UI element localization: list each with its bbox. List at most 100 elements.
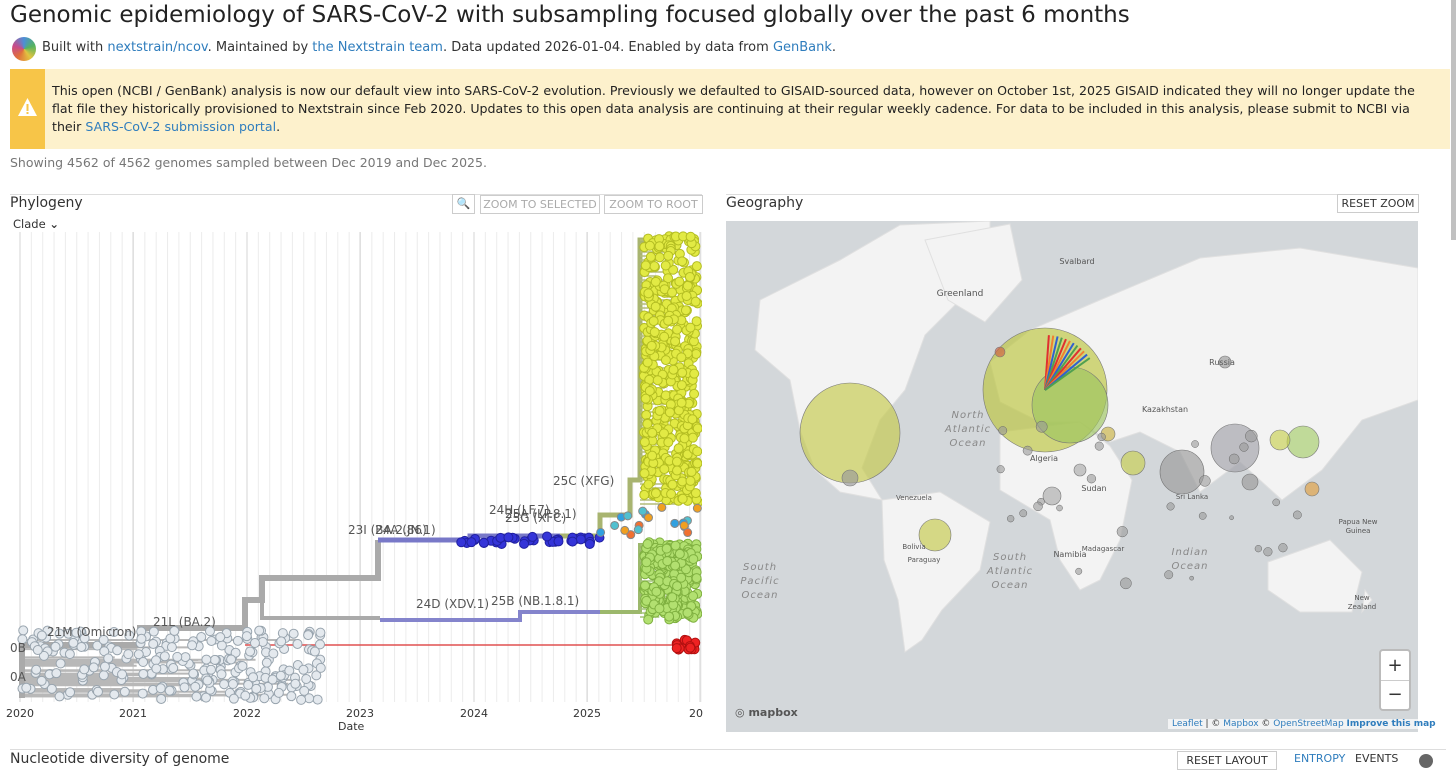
clade-label: 23I (BA.2.86) bbox=[348, 523, 427, 537]
info-icon[interactable] bbox=[1419, 754, 1433, 768]
tip bbox=[567, 536, 578, 547]
pie bbox=[1120, 577, 1132, 590]
tip bbox=[664, 611, 675, 622]
x-tick-label: 2022 bbox=[233, 707, 261, 720]
land bbox=[1361, 588, 1373, 614]
tip bbox=[673, 443, 684, 454]
zoom-icon[interactable]: 🔍 bbox=[452, 194, 475, 214]
tip bbox=[249, 637, 260, 648]
pie bbox=[1292, 510, 1302, 520]
tip bbox=[644, 385, 655, 396]
tip bbox=[682, 280, 693, 291]
tip bbox=[691, 348, 702, 359]
tip bbox=[290, 678, 301, 689]
text: . bbox=[831, 40, 837, 55]
tip bbox=[654, 252, 665, 263]
tip bbox=[645, 251, 656, 262]
map-label: Greenland bbox=[937, 289, 984, 299]
tip bbox=[241, 631, 252, 642]
tip bbox=[685, 231, 696, 242]
map-label: Russia bbox=[1209, 358, 1235, 367]
tab[interactable]: EVENTS bbox=[1355, 752, 1399, 765]
clade-label: 25B (NB.1.8.1) bbox=[491, 594, 579, 608]
link[interactable]: Mapbox bbox=[1223, 719, 1259, 729]
pie bbox=[994, 346, 1006, 358]
tip bbox=[676, 352, 687, 363]
link[interactable]: nextstrain/ncov bbox=[107, 40, 208, 55]
pie bbox=[1007, 515, 1015, 523]
link[interactable]: OpenStreetMap bbox=[1273, 719, 1344, 729]
tab[interactable]: ENTROPY bbox=[1294, 752, 1346, 765]
pie bbox=[1094, 441, 1104, 451]
tip bbox=[180, 652, 191, 663]
map-label: Ocean bbox=[992, 580, 1029, 591]
tip bbox=[688, 554, 699, 565]
pie bbox=[1191, 440, 1199, 448]
tip bbox=[672, 465, 683, 476]
link[interactable]: GenBank bbox=[772, 40, 832, 55]
map-label: Bolivia bbox=[902, 543, 925, 551]
tip bbox=[301, 673, 312, 684]
x-tick-label: 2023 bbox=[346, 707, 374, 720]
tip bbox=[692, 458, 702, 469]
link[interactable]: the Nextstrain team bbox=[312, 40, 443, 55]
axis-label: Date bbox=[338, 720, 365, 733]
tip bbox=[676, 380, 687, 391]
tip bbox=[685, 322, 696, 333]
button[interactable]: RESET LAYOUT bbox=[1177, 751, 1277, 770]
pie bbox=[996, 465, 1005, 474]
tip bbox=[216, 669, 227, 680]
tip bbox=[649, 261, 660, 272]
tip bbox=[254, 625, 265, 636]
pie bbox=[1304, 481, 1320, 497]
tip bbox=[620, 525, 630, 535]
tip bbox=[46, 683, 57, 694]
link[interactable]: SARS-CoV-2 submission portal bbox=[85, 119, 277, 134]
tip bbox=[689, 388, 700, 399]
map-label: Ocean bbox=[1172, 561, 1209, 572]
tip bbox=[201, 654, 212, 665]
button[interactable]: RESET ZOOM bbox=[1337, 194, 1419, 213]
button[interactable]: ZOOM TO ROOT bbox=[604, 195, 703, 214]
tip bbox=[626, 530, 636, 540]
zoom-in[interactable]: + bbox=[1381, 651, 1409, 681]
text: Built with bbox=[42, 40, 104, 55]
button[interactable]: ZOOM TO SELECTED bbox=[480, 195, 600, 214]
tip bbox=[54, 691, 65, 702]
tip bbox=[71, 627, 82, 638]
x-tick-label: 2025 bbox=[573, 707, 601, 720]
color-by-select[interactable]: Clade ⌄ bbox=[13, 217, 59, 231]
tip bbox=[654, 405, 665, 416]
link[interactable]: Leaflet bbox=[1172, 719, 1203, 729]
tip bbox=[677, 493, 688, 504]
pie bbox=[1286, 425, 1320, 459]
tip bbox=[36, 630, 47, 641]
tip bbox=[228, 693, 239, 704]
land bbox=[924, 223, 1023, 323]
tip bbox=[137, 688, 148, 699]
tip bbox=[68, 637, 79, 648]
tip bbox=[663, 315, 674, 326]
map-label: North bbox=[952, 410, 985, 421]
tip bbox=[226, 654, 237, 665]
map-label: Guinea bbox=[1346, 527, 1371, 535]
tip bbox=[676, 572, 687, 583]
tip bbox=[641, 557, 652, 568]
zoom-out[interactable]: − bbox=[1387, 684, 1403, 705]
tip bbox=[639, 437, 650, 448]
tip bbox=[527, 531, 538, 542]
tip bbox=[108, 626, 119, 637]
clade-label: 24A (JN.1) bbox=[375, 523, 436, 537]
summary: Showing 4562 of 4562 genomes sampled bet… bbox=[10, 155, 487, 170]
tip bbox=[671, 643, 682, 654]
map-label: Sri Lanka bbox=[1176, 493, 1208, 501]
tip bbox=[51, 668, 62, 679]
tip bbox=[596, 527, 606, 537]
tip bbox=[138, 668, 149, 679]
pie bbox=[1042, 486, 1062, 506]
clade-label: 21M (Omicron) bbox=[47, 625, 136, 639]
pie bbox=[1254, 545, 1263, 553]
tip bbox=[196, 632, 207, 643]
link[interactable]: Improve this map bbox=[1346, 719, 1436, 729]
